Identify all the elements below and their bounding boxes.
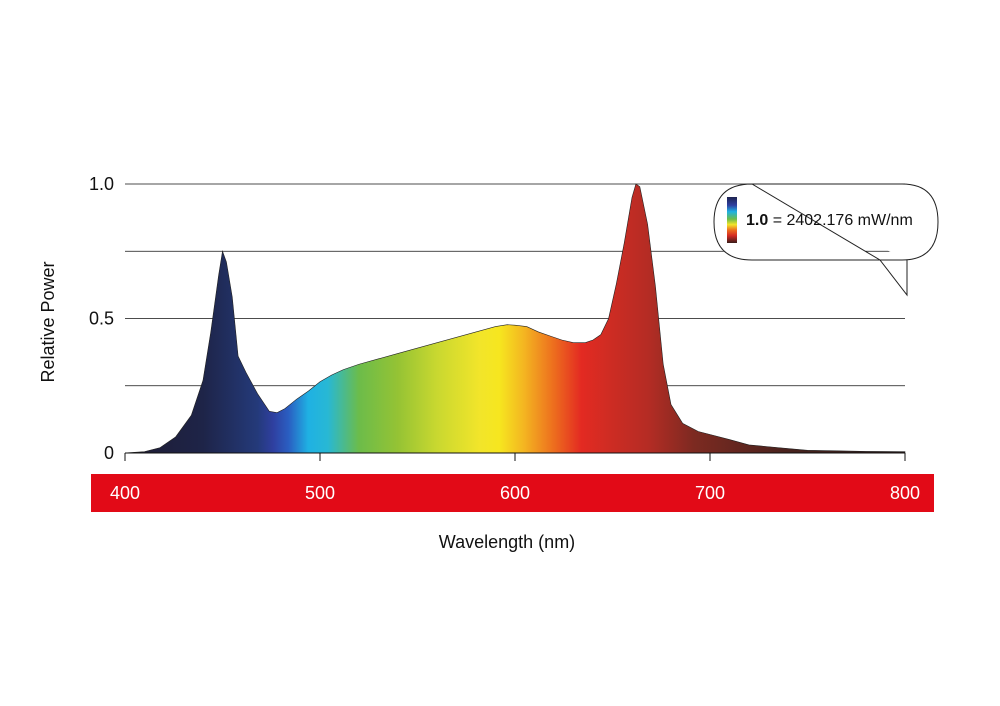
x-tick-label: 700 — [695, 483, 725, 503]
y-tick-label: 0 — [104, 443, 114, 463]
y-tick-label: 1.0 — [89, 174, 114, 194]
y-tick-labels: 0 0.5 1.0 — [89, 174, 114, 463]
svg-text:1.0 = 2402.176 mW/nm: 1.0 = 2402.176 mW/nm — [746, 212, 913, 229]
y-tick-label: 0.5 — [89, 309, 114, 329]
x-axis — [124, 452, 906, 461]
x-tick-label: 600 — [500, 483, 530, 503]
spectrum-area — [124, 183, 906, 454]
callout-bubble — [713, 183, 939, 297]
wavelength-band — [91, 474, 934, 512]
y-axis-label: Relative Power — [38, 261, 58, 382]
spectrum-scale-icon — [727, 197, 737, 243]
callout-value: 1.0 — [746, 212, 768, 229]
x-tick-label: 800 — [890, 483, 920, 503]
x-tick-label: 500 — [305, 483, 335, 503]
callout-text: = 2402.176 mW/nm — [768, 212, 913, 229]
x-axis-label: Wavelength (nm) — [439, 532, 575, 552]
x-tick-labels: 400 500 600 700 800 — [110, 483, 920, 503]
scale-callout: 1.0 = 2402.176 mW/nm — [713, 183, 939, 297]
x-tick-label: 400 — [110, 483, 140, 503]
